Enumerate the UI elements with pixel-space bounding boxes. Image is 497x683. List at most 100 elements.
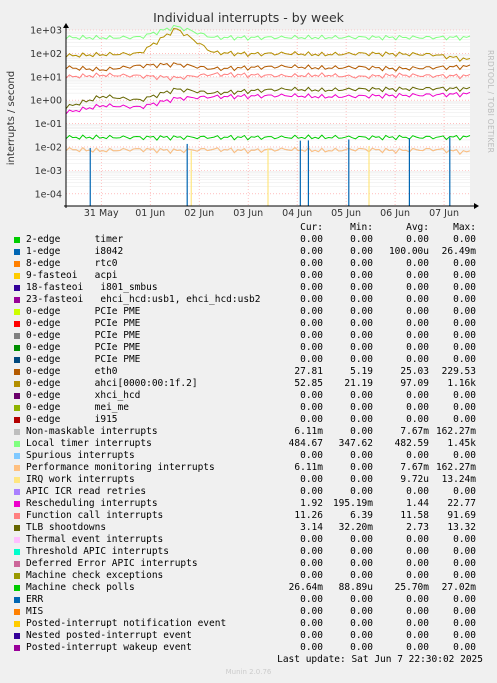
legend-label: IRQ work interrupts bbox=[26, 474, 135, 485]
legend-avg: 0.00 bbox=[406, 258, 429, 269]
legend-max: 0.00 bbox=[453, 546, 476, 557]
legend-min: 347.62 bbox=[338, 438, 373, 449]
legend-swatch bbox=[14, 585, 20, 591]
legend-min: 0.00 bbox=[350, 618, 373, 629]
legend-label: 0-edge mei_me bbox=[26, 402, 129, 413]
series-lines bbox=[65, 24, 471, 206]
legend-min: 0.00 bbox=[350, 234, 373, 245]
legend-max: 0.00 bbox=[453, 318, 476, 329]
chart-svg: 1e+03 1e+02 1e+01 1e+00 1e-01 1e-02 1e-03 1e-04… bbox=[6, 23, 479, 219]
legend: Cur: Min: Avg: Max: 2-edge timer 0.00 0.00… bbox=[14, 222, 484, 654]
legend-max: 0.00 bbox=[453, 330, 476, 341]
legend-row: 18-fasteoi i801_smbus 0.00 0.00 0.00 0.00 bbox=[14, 282, 484, 294]
x-tick-label: 31 May bbox=[84, 208, 119, 219]
legend-avg: 7.67m bbox=[400, 426, 429, 437]
legend-row: 0-edge mei_me 0.00 0.00 0.00 0.00 bbox=[14, 402, 484, 414]
legend-cur: 0.00 bbox=[300, 534, 323, 545]
legend-avg: 482.59 bbox=[394, 438, 429, 449]
legend-avg: 1.44 bbox=[406, 498, 429, 509]
legend-avg: 0.00 bbox=[406, 414, 429, 425]
legend-cur: 6.11m bbox=[294, 426, 323, 437]
legend-avg: 0.00 bbox=[406, 534, 429, 545]
legend-cur: 0.00 bbox=[300, 594, 323, 605]
legend-avg: 0.00 bbox=[406, 486, 429, 497]
legend-avg: 0.00 bbox=[406, 642, 429, 653]
legend-swatch bbox=[14, 609, 20, 615]
legend-min: 0.00 bbox=[350, 390, 373, 401]
legend-avg: 0.00 bbox=[406, 282, 429, 293]
legend-min: 0.00 bbox=[350, 402, 373, 413]
legend-row: 0-edge i915 0.00 0.00 0.00 0.00 bbox=[14, 414, 484, 426]
legend-cur: 0.00 bbox=[300, 606, 323, 617]
legend-cur: 26.64m bbox=[288, 582, 323, 593]
header-cur: Cur: bbox=[300, 222, 323, 233]
legend-min: 0.00 bbox=[350, 546, 373, 557]
y-tick-label: 1e+02 bbox=[30, 49, 62, 60]
legend-label: 8-edge rtc0 bbox=[26, 258, 118, 269]
legend-avg: 2.73 bbox=[406, 522, 429, 533]
y-tick-label: 1e-03 bbox=[35, 166, 62, 177]
legend-swatch bbox=[14, 237, 20, 243]
x-axis-arrow bbox=[474, 203, 479, 209]
legend-row: 9-fasteoi acpi 0.00 0.00 0.00 0.00 bbox=[14, 270, 484, 282]
legend-avg: 0.00 bbox=[406, 294, 429, 305]
legend-label: 2-edge timer bbox=[26, 234, 124, 245]
legend-swatch bbox=[14, 561, 20, 567]
legend-min: 0.00 bbox=[350, 258, 373, 269]
y-axis-label: interrupts / second bbox=[6, 71, 17, 165]
series-line bbox=[65, 24, 471, 41]
legend-label: Rescheduling interrupts bbox=[26, 498, 158, 509]
legend-avg: 0.00 bbox=[406, 234, 429, 245]
legend-max: 229.53 bbox=[441, 366, 476, 377]
legend-min: 0.00 bbox=[350, 270, 373, 281]
legend-avg: 0.00 bbox=[406, 330, 429, 341]
y-tick-label: 1e-01 bbox=[35, 119, 62, 130]
x-tick-labels: 31 May 01 Jun 02 Jun 03 Jun 04 Jun 05 Jun 06 J… bbox=[84, 208, 459, 219]
legend-min: 0.00 bbox=[350, 330, 373, 341]
legend-avg: 9.72u bbox=[400, 474, 429, 485]
legend-avg: 0.00 bbox=[406, 570, 429, 581]
legend-max: 0.00 bbox=[453, 414, 476, 425]
legend-label: 0-edge PCIe PME bbox=[26, 330, 141, 341]
legend-row: MIS 0.00 0.00 0.00 0.00 bbox=[14, 606, 484, 618]
legend-max: 0.00 bbox=[453, 558, 476, 569]
legend-row: IRQ work interrupts 0.00 0.00 9.72u 13.24m bbox=[14, 474, 484, 486]
legend-cur: 0.00 bbox=[300, 330, 323, 341]
legend-row: Thermal event interrupts 0.00 0.00 0.00 0.00 bbox=[14, 534, 484, 546]
legend-max: 0.00 bbox=[453, 306, 476, 317]
legend-max: 0.00 bbox=[453, 342, 476, 353]
legend-min: 0.00 bbox=[350, 570, 373, 581]
legend-row: 0-edge PCIe PME 0.00 0.00 0.00 0.00 bbox=[14, 354, 484, 366]
x-tick-label: 07 Jun bbox=[429, 208, 459, 219]
legend-cur: 6.11m bbox=[294, 462, 323, 473]
legend-max: 0.00 bbox=[453, 642, 476, 653]
legend-label: APIC ICR read retries bbox=[26, 486, 147, 497]
legend-row: Performance monitoring interrupts 6.11m 0.… bbox=[14, 462, 484, 474]
legend-cur: 484.67 bbox=[288, 438, 323, 449]
legend-label: 18-fasteoi i801_smbus bbox=[26, 282, 158, 293]
legend-cur: 0.00 bbox=[300, 234, 323, 245]
legend-swatch bbox=[14, 405, 20, 411]
legend-avg: 0.00 bbox=[406, 402, 429, 413]
legend-max: 162.27m bbox=[435, 426, 476, 437]
legend-label: Performance monitoring interrupts bbox=[26, 462, 215, 473]
legend-cur: 3.14 bbox=[300, 522, 323, 533]
legend-label: Spurious interrupts bbox=[26, 450, 135, 461]
legend-row: 0-edge ahci[0000:00:1f.2] 52.85 21.19 97.09… bbox=[14, 378, 484, 390]
y-axis-arrow bbox=[63, 23, 69, 28]
header-avg: Avg: bbox=[406, 222, 429, 233]
legend-cur: 0.00 bbox=[300, 546, 323, 557]
legend-label: 9-fasteoi acpi bbox=[26, 270, 118, 281]
legend-row: Spurious interrupts 0.00 0.00 0.00 0.00 bbox=[14, 450, 484, 462]
legend-label: 0-edge xhci_hcd bbox=[26, 390, 141, 401]
legend-row: 23-fasteoi ehci_hcd:usb1, ehci_hcd:usb2 0… bbox=[14, 294, 484, 306]
legend-min: 0.00 bbox=[350, 606, 373, 617]
legend-label: 1-edge i8042 bbox=[26, 246, 124, 257]
legend-label: Posted-interrupt notification event bbox=[26, 618, 227, 629]
legend-cur: 0.00 bbox=[300, 282, 323, 293]
legend-min: 0.00 bbox=[350, 282, 373, 293]
legend-min: 0.00 bbox=[350, 486, 373, 497]
legend-row: Threshold APIC interrupts 0.00 0.00 0.00 0.0… bbox=[14, 546, 484, 558]
legend-row: 0-edge PCIe PME 0.00 0.00 0.00 0.00 bbox=[14, 306, 484, 318]
series-line bbox=[65, 62, 471, 72]
